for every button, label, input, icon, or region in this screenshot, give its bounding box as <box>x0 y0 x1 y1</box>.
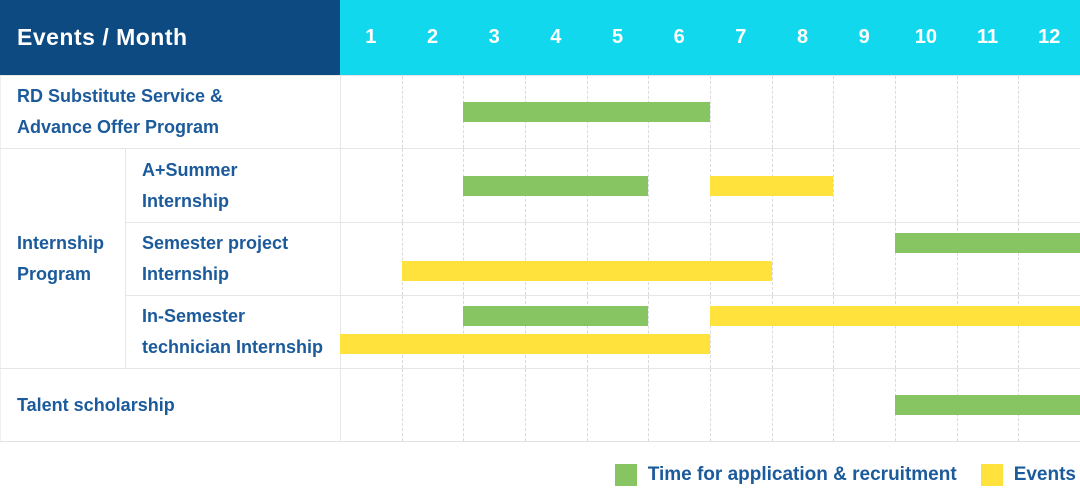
internship-program-subrows: A+Summer Internship Semester project Int… <box>125 149 1080 368</box>
gantt-bar-yellow <box>710 306 1080 326</box>
row-label-in-semester-technician: In-Semester technician Internship <box>125 296 340 368</box>
month-gridline <box>833 76 835 148</box>
yellow-swatch-icon <box>980 464 1003 486</box>
month-gridline <box>340 296 341 368</box>
gantt-bar-green <box>895 395 1080 415</box>
month-gridline <box>401 76 403 148</box>
month-gridline <box>710 76 711 148</box>
month-gridline <box>525 223 526 295</box>
month-gridline <box>340 369 341 441</box>
month-header-cell-4: 4 <box>550 26 562 48</box>
month-gridline <box>401 223 403 295</box>
row-semester-project: Semester project Internship <box>125 222 1080 295</box>
gantt-table: Events / Month 1 2 3 4 5 6 7 8 9 10 11 12 RD Substi… <box>0 0 1080 442</box>
month-gridline <box>771 76 773 148</box>
month-header-cell-9: 9 <box>858 26 870 48</box>
month-gridline <box>525 369 526 441</box>
gantt-bar-green <box>463 102 710 122</box>
internship-program-group: Internship Program A+Summer Internship S… <box>0 148 1080 368</box>
events-month-header: Events / Month <box>0 0 340 75</box>
month-gridline <box>956 76 958 148</box>
month-gridline <box>771 223 773 295</box>
month-header-cell-2: 2 <box>426 26 439 48</box>
row-a-plus-summer: A+Summer Internship <box>125 149 1080 222</box>
month-gridline <box>956 149 958 222</box>
month-header-cell-8: 8 <box>796 26 809 48</box>
row-rd-substitute: RD Substitute Service & Advance Offer Pr… <box>0 75 1080 148</box>
month-header-cell-11: 11 <box>976 26 999 48</box>
month-header-cell-7: 7 <box>735 26 747 48</box>
month-gridline <box>648 223 650 295</box>
legend-label-application-recruitment: Time for application & recruitment <box>647 464 957 485</box>
row-label-talent-scholarship: Talent scholarship <box>0 369 340 441</box>
gantt-bar-green <box>463 306 649 326</box>
month-gridline <box>648 369 650 441</box>
month-gridline <box>648 149 650 222</box>
legend: Time for application & recruitment Event… <box>0 464 1080 486</box>
gantt-bar-green <box>895 233 1080 253</box>
month-gridline <box>895 76 896 148</box>
month-header-cell-6: 6 <box>673 26 685 48</box>
chart-cell-rd-substitute <box>340 76 1080 148</box>
month-header-cell-1: 1 <box>365 26 377 48</box>
row-label-rd-substitute: RD Substitute Service & Advance Offer Pr… <box>0 76 340 148</box>
month-gridline <box>340 76 341 148</box>
month-header-cell-3: 3 <box>488 26 500 48</box>
month-gridline <box>1018 76 1020 148</box>
month-header-cell-12: 12 <box>1038 26 1061 48</box>
month-gridline <box>833 369 835 441</box>
month-gridline <box>586 369 588 441</box>
month-gridline <box>895 149 896 222</box>
row-talent-scholarship: Talent scholarship <box>0 368 1080 441</box>
month-gridline <box>648 296 650 368</box>
month-gridline <box>401 369 403 441</box>
chart-cell-talent-scholarship <box>340 369 1080 441</box>
month-gridline <box>401 149 403 222</box>
month-gridline <box>833 223 835 295</box>
gantt-bar-yellow <box>710 175 834 196</box>
legend-item-events: Events <box>980 464 1076 486</box>
legend-label-events: Events <box>1013 464 1076 485</box>
row-in-semester-technician: In-Semester technician Internship <box>125 295 1080 368</box>
month-gridline <box>710 223 711 295</box>
month-header-cell-10: 10 <box>914 26 937 48</box>
chart-cell-a-plus-summer <box>340 149 1080 222</box>
row-label-semester-project: Semester project Internship <box>125 223 340 295</box>
table-header-row: Events / Month 1 2 3 4 5 6 7 8 9 10 11 12 <box>0 0 1080 75</box>
month-gridline <box>340 149 341 222</box>
gantt-bar-yellow <box>401 261 772 281</box>
chart-cell-semester-project <box>340 223 1080 295</box>
month-header-cell-5: 5 <box>611 26 624 48</box>
gantt-bar-yellow <box>340 334 710 354</box>
legend-item-application-recruitment: Time for application & recruitment <box>614 464 957 486</box>
month-gridline <box>833 149 835 222</box>
month-gridline <box>710 369 711 441</box>
month-header-strip: 1 2 3 4 5 6 7 8 9 10 11 12 <box>340 0 1080 75</box>
gantt-bar-green <box>463 175 649 196</box>
month-gridline <box>463 369 465 441</box>
month-gridline <box>340 223 341 295</box>
month-gridline <box>771 369 773 441</box>
month-gridline <box>463 223 465 295</box>
green-swatch-icon <box>614 464 637 486</box>
month-gridline <box>401 296 403 368</box>
month-gridline <box>1018 149 1020 222</box>
group-label-internship-program: Internship Program <box>0 149 125 368</box>
row-label-a-plus-summer: A+Summer Internship <box>125 149 340 222</box>
chart-cell-in-semester-technician <box>340 296 1080 368</box>
month-gridline <box>586 223 588 295</box>
